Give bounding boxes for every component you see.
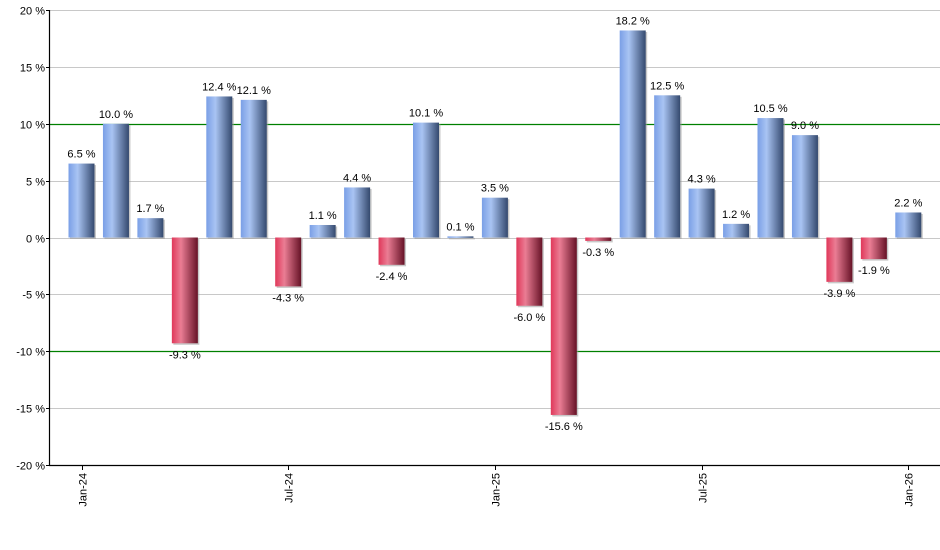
bar-positive xyxy=(619,30,646,238)
y-tick-label: 10 % xyxy=(20,120,45,132)
bar-value-label: 10.0 % xyxy=(99,109,133,121)
reference-lines xyxy=(49,123,940,353)
bar-value-label: -0.3 % xyxy=(582,247,614,259)
x-tick-label: Jul-24 xyxy=(284,473,296,503)
x-tick-label: Jan-26 xyxy=(904,473,916,507)
y-tick-label: 15 % xyxy=(20,63,45,75)
bar-value-label: 1.2 % xyxy=(722,209,750,221)
bar-positive xyxy=(791,135,818,238)
bar-value-label: -1.9 % xyxy=(858,265,890,277)
bar-shadow xyxy=(448,237,475,240)
y-tick-label: -15 % xyxy=(16,404,45,416)
bar-value-label: 1.1 % xyxy=(309,210,337,222)
bar-positive xyxy=(206,96,233,238)
bar-positive xyxy=(344,187,371,238)
bar-positive xyxy=(447,236,474,238)
y-tick-label: 20 % xyxy=(20,6,45,18)
bar-negative xyxy=(860,237,887,260)
bar-value-label: 1.7 % xyxy=(136,203,164,215)
bar-positive xyxy=(481,197,508,238)
y-tick-label: 5 % xyxy=(26,177,45,189)
bar-value-label: -3.9 % xyxy=(824,288,856,300)
bar-negative xyxy=(826,237,853,282)
x-tick-label: Jul-25 xyxy=(698,473,710,503)
y-tick-label: -5 % xyxy=(22,290,45,302)
bar-negative xyxy=(550,237,577,415)
axes xyxy=(46,10,940,470)
bar-positive xyxy=(654,95,681,238)
bar-positive xyxy=(68,163,95,238)
bar-value-label: 18.2 % xyxy=(616,15,650,27)
bar-value-label: 0.1 % xyxy=(446,221,474,233)
bar-value-label: 10.1 % xyxy=(409,108,443,120)
bar-positive xyxy=(757,118,784,238)
x-axis-tick-labels: Jan-24 Jul-24 Jan-25 Jul-25 Jan-26 xyxy=(78,473,916,507)
x-tick-label: Jan-24 xyxy=(78,473,90,507)
bar-value-label: -2.4 % xyxy=(376,271,408,283)
bar-value-label: 12.1 % xyxy=(237,85,271,97)
bar-value-label: -4.3 % xyxy=(272,292,304,304)
bar-value-label: 2.2 % xyxy=(894,197,922,209)
bar-positive xyxy=(895,212,922,238)
bar-positive xyxy=(309,224,336,238)
y-tick-label: -20 % xyxy=(16,461,45,473)
bar-positive xyxy=(137,218,164,238)
bar-value-label: -9.3 % xyxy=(169,349,201,361)
bar-value-label: -15.6 % xyxy=(545,421,583,433)
bar-value-label: 12.5 % xyxy=(650,80,684,92)
bar-value-label: 9.0 % xyxy=(791,120,819,132)
bar-value-labels: 6.5 % 10.0 % 1.7 % -9.3 % 12.4 % 12.1 % -4.3 %… xyxy=(67,15,922,432)
bar-negative xyxy=(171,237,198,344)
bar-positive xyxy=(102,123,129,238)
bar-negative xyxy=(516,237,543,306)
bar-positive xyxy=(688,188,715,238)
y-tick-label: 0 % xyxy=(26,234,45,246)
y-tick-label: -10 % xyxy=(16,347,45,359)
y-axis-tick-labels: 20 % 15 % 10 % 5 % 0 % -5 % -10 % -15 % -20 % xyxy=(16,6,45,473)
bar-positive xyxy=(413,122,439,238)
bar-value-label: -6.0 % xyxy=(513,312,545,324)
bar-positive xyxy=(723,223,750,238)
x-tick-label: Jan-25 xyxy=(491,473,503,507)
bar-series xyxy=(68,30,923,417)
bar-value-label: 10.5 % xyxy=(753,103,787,115)
bar-value-label: 12.4 % xyxy=(202,81,236,93)
bar-value-label: 6.5 % xyxy=(67,149,95,161)
bar-negative xyxy=(585,237,612,241)
bar-negative xyxy=(378,237,405,265)
bar-value-label: 4.3 % xyxy=(688,174,716,186)
bar-negative xyxy=(275,237,302,287)
bar-value-label: 3.5 % xyxy=(481,183,509,195)
bar-value-label: 4.4 % xyxy=(343,172,371,184)
bar-positive xyxy=(240,99,267,238)
